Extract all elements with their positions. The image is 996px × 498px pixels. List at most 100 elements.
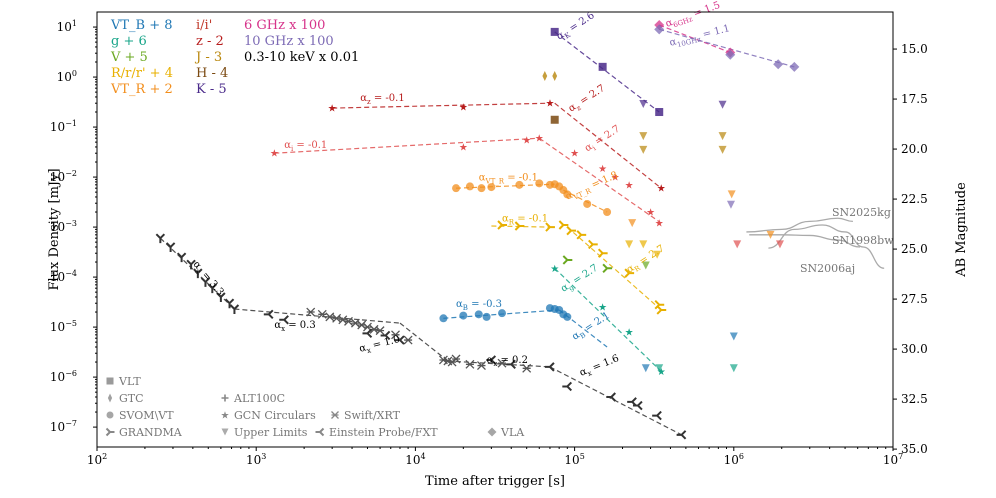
data-point [766, 230, 775, 239]
data-point: ★ [598, 164, 607, 175]
data-point [542, 70, 548, 81]
legend-entry: H - 4 [196, 66, 228, 81]
data-point [654, 300, 665, 310]
y-tick-label: 10−5 [50, 319, 77, 334]
data-point [641, 364, 650, 373]
data-point [176, 252, 187, 263]
data-point [106, 377, 114, 385]
data-point [317, 309, 327, 319]
mag-tick-label: 35.0 [901, 442, 928, 456]
x-tick-label: 103 [246, 452, 266, 467]
data-point [654, 24, 665, 35]
data-point [583, 199, 592, 208]
x-axis-label: Time after trigger [s] [425, 474, 565, 489]
x-tick-label: 104 [405, 452, 425, 467]
data-point [477, 361, 486, 371]
fit-label: αz = 2.7 [567, 83, 609, 116]
data-point [375, 326, 385, 336]
y2-axis-label: AB Magnitude [954, 182, 969, 278]
data-point [576, 230, 587, 240]
data-point [733, 240, 742, 249]
data-point [331, 411, 339, 419]
fit-line [274, 137, 540, 154]
data-point [439, 314, 448, 323]
fit-line [554, 102, 662, 189]
fit-label: αx = 1.6 [578, 353, 621, 381]
data-point: ★ [270, 149, 279, 160]
data-point [639, 99, 648, 108]
legend-entry: VT_B + 8 [110, 18, 173, 33]
fit-line [332, 102, 550, 109]
legend-entry: 6 GHz x 100 [244, 18, 325, 33]
mag-tick-label: 17.5 [901, 92, 928, 106]
data-point [718, 100, 727, 109]
data-point [597, 248, 608, 258]
data-point [718, 132, 727, 141]
y-axis-label: Flux Density [mJy] [47, 168, 62, 290]
legend-entry: R/r/r' + 4 [111, 66, 173, 81]
data-point [562, 381, 573, 392]
data-point [380, 330, 391, 341]
data-point [727, 190, 736, 199]
data-point: ★ [221, 411, 230, 422]
data-point: ★ [646, 208, 655, 219]
sn-curve [746, 217, 853, 233]
data-point [186, 259, 196, 270]
y-tick-label: 101 [57, 19, 77, 34]
data-point [628, 219, 637, 228]
data-point [200, 277, 211, 287]
legend-entry: K - 5 [196, 82, 227, 97]
fit-label: αx = 0.3 [274, 320, 315, 333]
legend-instrument: GRANDMA [119, 426, 183, 439]
data-point [639, 132, 648, 141]
mag-tick-label: 27.5 [901, 292, 928, 306]
data-point [535, 179, 544, 188]
data-point [639, 240, 648, 249]
legend-entry: g + 6 [111, 34, 147, 49]
mag-tick-label: 15.0 [901, 42, 928, 56]
fit-line [538, 137, 662, 224]
y-tick-label: 10−6 [50, 369, 77, 384]
fit-label: αR = 2.7 [625, 243, 668, 277]
data-point [497, 358, 507, 368]
y-tick-label: 10−1 [50, 119, 77, 134]
data-point [598, 62, 607, 71]
legend-instrument: GTC [119, 392, 144, 405]
legend-entry: V + 5 [110, 50, 148, 65]
data-point: ★ [545, 99, 554, 110]
data-point [459, 311, 468, 320]
supernova-curves-layer: SN2025kg SN1998bw SN2006aj [746, 206, 894, 275]
data-point [773, 59, 784, 70]
data-point [624, 268, 635, 278]
data-point [656, 305, 667, 315]
fit-label: αK = 2.6 [555, 10, 598, 44]
legend-entry: VT_R + 2 [110, 82, 173, 97]
data-point [588, 239, 598, 250]
legend-layer: VT_B + 8g + 6V + 5R/r/r' + 4VT_R + 2 i/i'… [105, 18, 525, 439]
fit-label: αR = -0.1 [502, 213, 548, 226]
fit-line [234, 308, 401, 324]
data-point [315, 427, 325, 437]
data-point [562, 255, 573, 265]
data-point: ★ [625, 327, 634, 338]
data-point [224, 298, 235, 309]
legend-instrument: SVOM\VT [119, 409, 174, 422]
data-point [639, 145, 648, 154]
sn-label: SN2006aj [800, 262, 855, 275]
data-point [506, 359, 516, 370]
legend-instrument: VLT [118, 375, 141, 388]
data-point [655, 364, 664, 373]
data-point [474, 310, 483, 319]
data-point [563, 312, 572, 321]
data-point [514, 221, 525, 231]
data-point [338, 315, 348, 325]
data-point [403, 335, 413, 345]
mag-tick-label: 20.0 [901, 142, 928, 156]
data-point: ★ [657, 367, 666, 378]
data-point [477, 184, 486, 193]
fit-label: αx = 3.3 [189, 259, 226, 299]
data-point [718, 145, 727, 154]
data-point [789, 61, 800, 72]
data-point [729, 364, 738, 373]
